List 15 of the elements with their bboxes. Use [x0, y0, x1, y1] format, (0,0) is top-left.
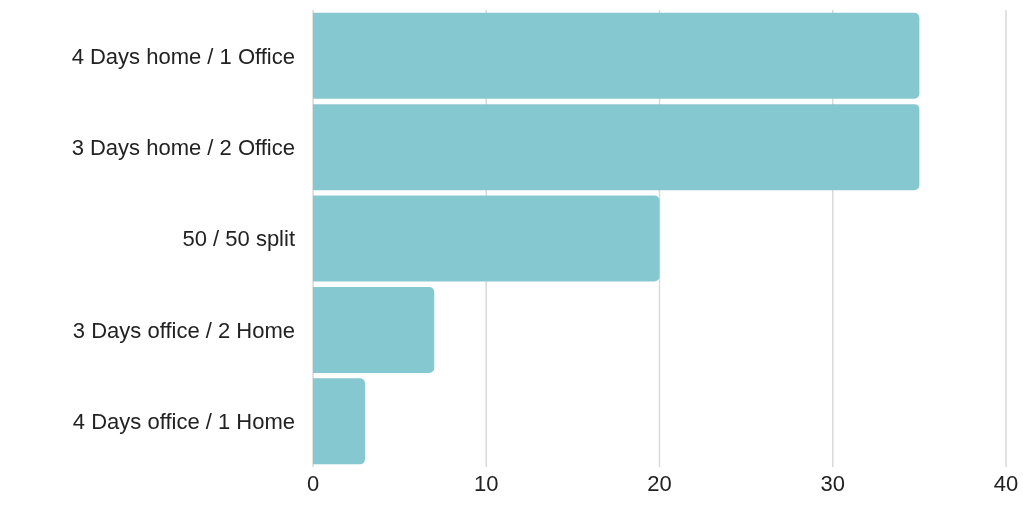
y-tick-label: 4 Days office / 1 Home: [72, 409, 295, 435]
bar: [313, 104, 920, 191]
x-tick-label: 10: [474, 470, 499, 496]
y-tick-label: 4 Days home / 1 Office: [71, 43, 295, 69]
x-tick-label: 40: [993, 470, 1019, 496]
bar: [313, 195, 660, 282]
x-tick-label: 30: [820, 470, 845, 496]
y-tick-label: 3 Days office / 2 Home: [72, 317, 295, 343]
x-tick-label: 20: [647, 470, 672, 496]
bar: [313, 378, 365, 465]
bar: [313, 12, 920, 99]
bar: [313, 286, 435, 373]
x-tick-label: 0: [306, 470, 320, 496]
y-tick-label: 50 / 50 split: [182, 226, 295, 252]
y-tick-label: 3 Days home / 2 Office: [71, 134, 295, 160]
